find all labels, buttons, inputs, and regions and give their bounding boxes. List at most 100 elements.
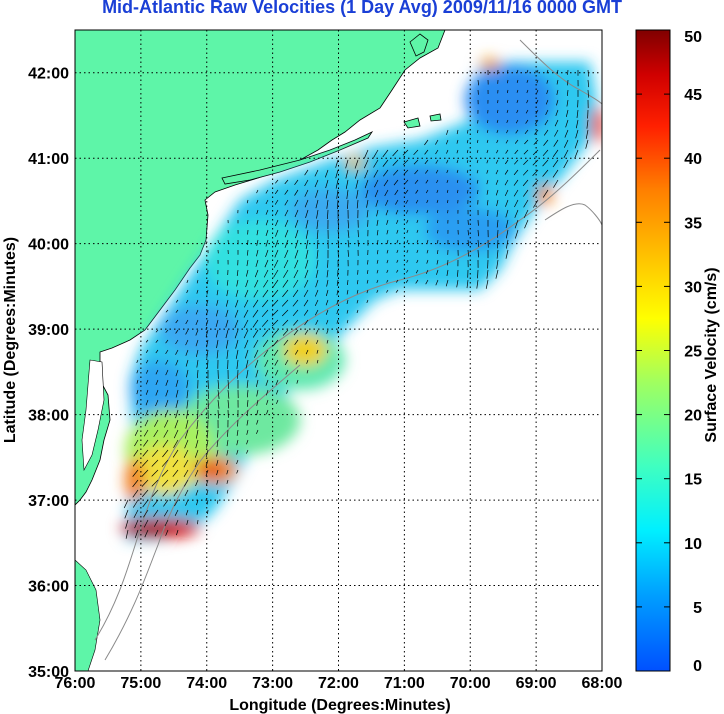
velocity-arrow	[145, 389, 149, 395]
velocity-arrow	[173, 429, 179, 439]
colorbar-label: Surface Velocity (cm/s)	[703, 267, 720, 442]
islands	[403, 113, 442, 129]
velocity-arrow	[142, 499, 149, 508]
velocity-arrow	[256, 239, 259, 246]
velocity-arrow	[256, 209, 259, 215]
velocity-arrow	[376, 289, 379, 293]
velocity-arrow	[587, 89, 589, 98]
velocity-arrow	[254, 359, 259, 368]
velocity-arrow	[274, 189, 279, 195]
velocity-arrow	[326, 199, 329, 209]
velocity-arrow	[303, 289, 309, 297]
velocity-arrow	[161, 469, 169, 477]
velocity-arrow	[262, 289, 269, 298]
velocity-arrow	[446, 169, 449, 174]
velocity-arrow	[185, 359, 189, 367]
velocity-arrow	[466, 159, 469, 163]
velocity-arrow	[385, 199, 389, 206]
velocity-arrow	[216, 289, 219, 296]
velocity-arrow	[304, 199, 309, 208]
velocity-arrow	[236, 459, 239, 465]
velocity-arrow	[514, 139, 519, 144]
velocity-arrow	[542, 189, 549, 198]
velocity-arrow	[496, 199, 499, 207]
velocity-arrow	[256, 399, 259, 406]
velocity-arrow	[505, 229, 509, 239]
velocity-arrow	[476, 279, 479, 289]
velocity-arrow	[123, 499, 129, 509]
velocity-arrow	[543, 139, 549, 146]
velocity-arrow	[365, 189, 369, 199]
velocity-arrow	[265, 189, 269, 194]
velocity-arrow	[186, 389, 189, 399]
velocity-arrow	[256, 409, 259, 416]
velocity-arrow	[406, 259, 409, 263]
velocity-arrow	[356, 199, 359, 209]
velocity-arrow	[216, 299, 219, 306]
velocity-arrow	[272, 339, 279, 347]
velocity-arrow	[217, 499, 219, 504]
velocity-arrow	[445, 279, 449, 287]
velocity-arrow	[375, 199, 379, 207]
velocity-arrow	[337, 199, 339, 210]
velocity-arrow	[327, 259, 329, 268]
velocity-arrow	[436, 189, 439, 194]
colorbar-tick-label: 0	[693, 658, 702, 675]
velocity-arrow	[236, 269, 239, 276]
x-tick-label: 72:00	[318, 675, 359, 692]
y-tick-label: 41:00	[28, 151, 69, 168]
velocity-arrow	[295, 229, 299, 239]
velocity-arrow	[125, 529, 129, 539]
velocity-arrow	[265, 369, 269, 377]
velocity-arrow	[505, 139, 509, 144]
velocity-arrow	[544, 119, 549, 126]
velocity-arrow	[495, 189, 499, 196]
velocity-arrow	[382, 149, 389, 158]
velocity-arrow	[237, 419, 239, 427]
velocity-arrow	[144, 529, 149, 538]
velocity-arrow	[405, 279, 409, 284]
velocity-arrow	[416, 259, 419, 264]
velocity-arrow	[226, 469, 229, 475]
velocity-arrow	[426, 219, 429, 224]
velocity-arrow	[272, 289, 279, 298]
velocity-arrow	[304, 279, 309, 288]
velocity-arrow	[415, 199, 419, 204]
velocity-arrow	[314, 309, 319, 316]
velocity-arrow	[414, 179, 419, 184]
velocity-arrow	[246, 429, 249, 435]
velocity-arrow	[485, 279, 489, 289]
velocity-arrow	[206, 439, 209, 448]
velocity-arrow	[556, 79, 559, 85]
velocity-arrow	[487, 119, 489, 124]
velocity-arrow	[486, 149, 489, 154]
velocity-arrow	[466, 169, 469, 173]
velocity-arrow	[456, 139, 459, 144]
velocity-arrow	[315, 269, 319, 278]
velocity-arrow	[275, 369, 279, 376]
velocity-arrow	[524, 139, 529, 145]
velocity-arrow	[227, 379, 230, 389]
velocity-arrow	[293, 329, 299, 336]
velocity-arrow	[132, 479, 139, 488]
velocity-arrow	[515, 129, 519, 134]
velocity-field	[120, 58, 602, 540]
velocity-arrow	[225, 309, 229, 318]
velocity-arrow	[145, 339, 149, 343]
velocity-arrow	[376, 279, 379, 284]
velocity-arrow	[366, 299, 369, 304]
velocity-arrow	[134, 439, 139, 447]
velocity-arrow	[523, 209, 529, 219]
velocity-arrow	[294, 179, 299, 186]
velocity-arrow	[364, 169, 369, 179]
velocity-arrow	[155, 389, 159, 396]
velocity-arrow	[134, 429, 139, 436]
x-tick-label: 70:00	[450, 675, 491, 692]
velocity-arrow	[496, 129, 499, 134]
velocity-arrow	[216, 479, 219, 485]
velocity-arrow	[363, 159, 369, 169]
velocity-arrow	[376, 209, 379, 217]
velocity-arrow	[145, 399, 149, 406]
velocity-arrow	[335, 169, 339, 179]
